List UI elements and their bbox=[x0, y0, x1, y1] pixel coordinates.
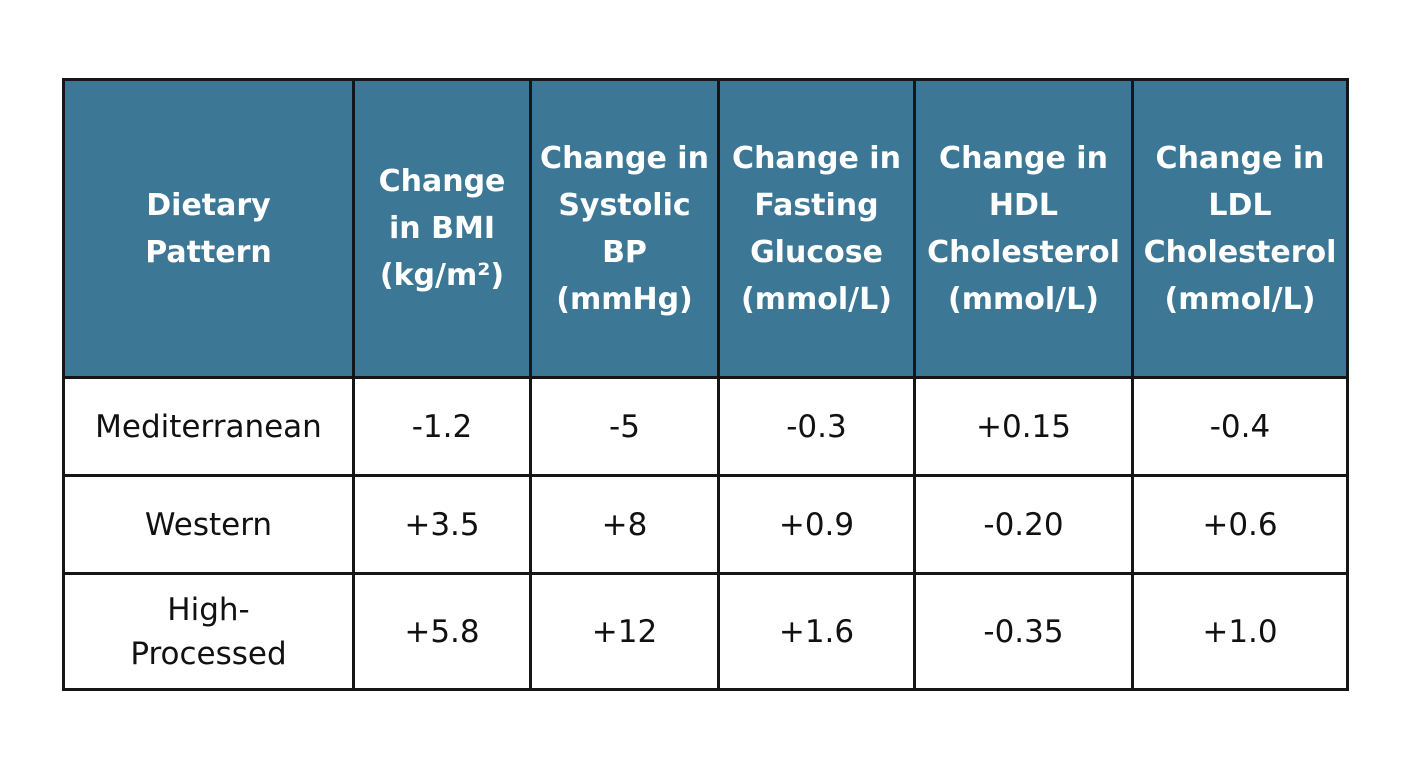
cell-bmi: +3.5 bbox=[352, 474, 532, 575]
header-change-systolic-bp: Change in Systolic BP (mmHg) bbox=[529, 78, 720, 379]
cell-ldl: +0.6 bbox=[1131, 474, 1349, 575]
table-header-row: Dietary Pattern Change in BMI (kg/m²) Ch… bbox=[62, 78, 1349, 379]
cell-systolic-bp: -5 bbox=[529, 376, 720, 477]
table-row: Mediterranean -1.2 -5 -0.3 +0.15 -0.4 bbox=[62, 376, 1349, 477]
table-row: Western +3.5 +8 +0.9 -0.20 +0.6 bbox=[62, 474, 1349, 575]
header-change-bmi: Change in BMI (kg/m²) bbox=[352, 78, 532, 379]
cell-pattern: Western bbox=[62, 474, 355, 575]
cell-fasting-glucose: -0.3 bbox=[717, 376, 916, 477]
cell-fasting-glucose: +0.9 bbox=[717, 474, 916, 575]
header-dietary-pattern: Dietary Pattern bbox=[62, 78, 355, 379]
cell-bmi: +5.8 bbox=[352, 572, 532, 691]
header-change-hdl: Change in HDL Cholesterol (mmol/L) bbox=[913, 78, 1134, 379]
header-change-ldl: Change in LDL Cholesterol (mmol/L) bbox=[1131, 78, 1349, 379]
cell-bmi: -1.2 bbox=[352, 376, 532, 477]
cell-systolic-bp: +8 bbox=[529, 474, 720, 575]
cell-ldl: +1.0 bbox=[1131, 572, 1349, 691]
cell-systolic-bp: +12 bbox=[529, 572, 720, 691]
table-row: High- Processed +5.8 +12 +1.6 -0.35 +1.0 bbox=[62, 572, 1349, 691]
cell-hdl: -0.35 bbox=[913, 572, 1134, 691]
cell-hdl: +0.15 bbox=[913, 376, 1134, 477]
cell-hdl: -0.20 bbox=[913, 474, 1134, 575]
data-table-container: Dietary Pattern Change in BMI (kg/m²) Ch… bbox=[62, 78, 1349, 691]
header-change-fasting-glucose: Change in Fasting Glucose (mmol/L) bbox=[717, 78, 916, 379]
dietary-pattern-table: Dietary Pattern Change in BMI (kg/m²) Ch… bbox=[62, 78, 1349, 691]
cell-fasting-glucose: +1.6 bbox=[717, 572, 916, 691]
cell-pattern: Mediterranean bbox=[62, 376, 355, 477]
cell-ldl: -0.4 bbox=[1131, 376, 1349, 477]
cell-pattern: High- Processed bbox=[62, 572, 355, 691]
